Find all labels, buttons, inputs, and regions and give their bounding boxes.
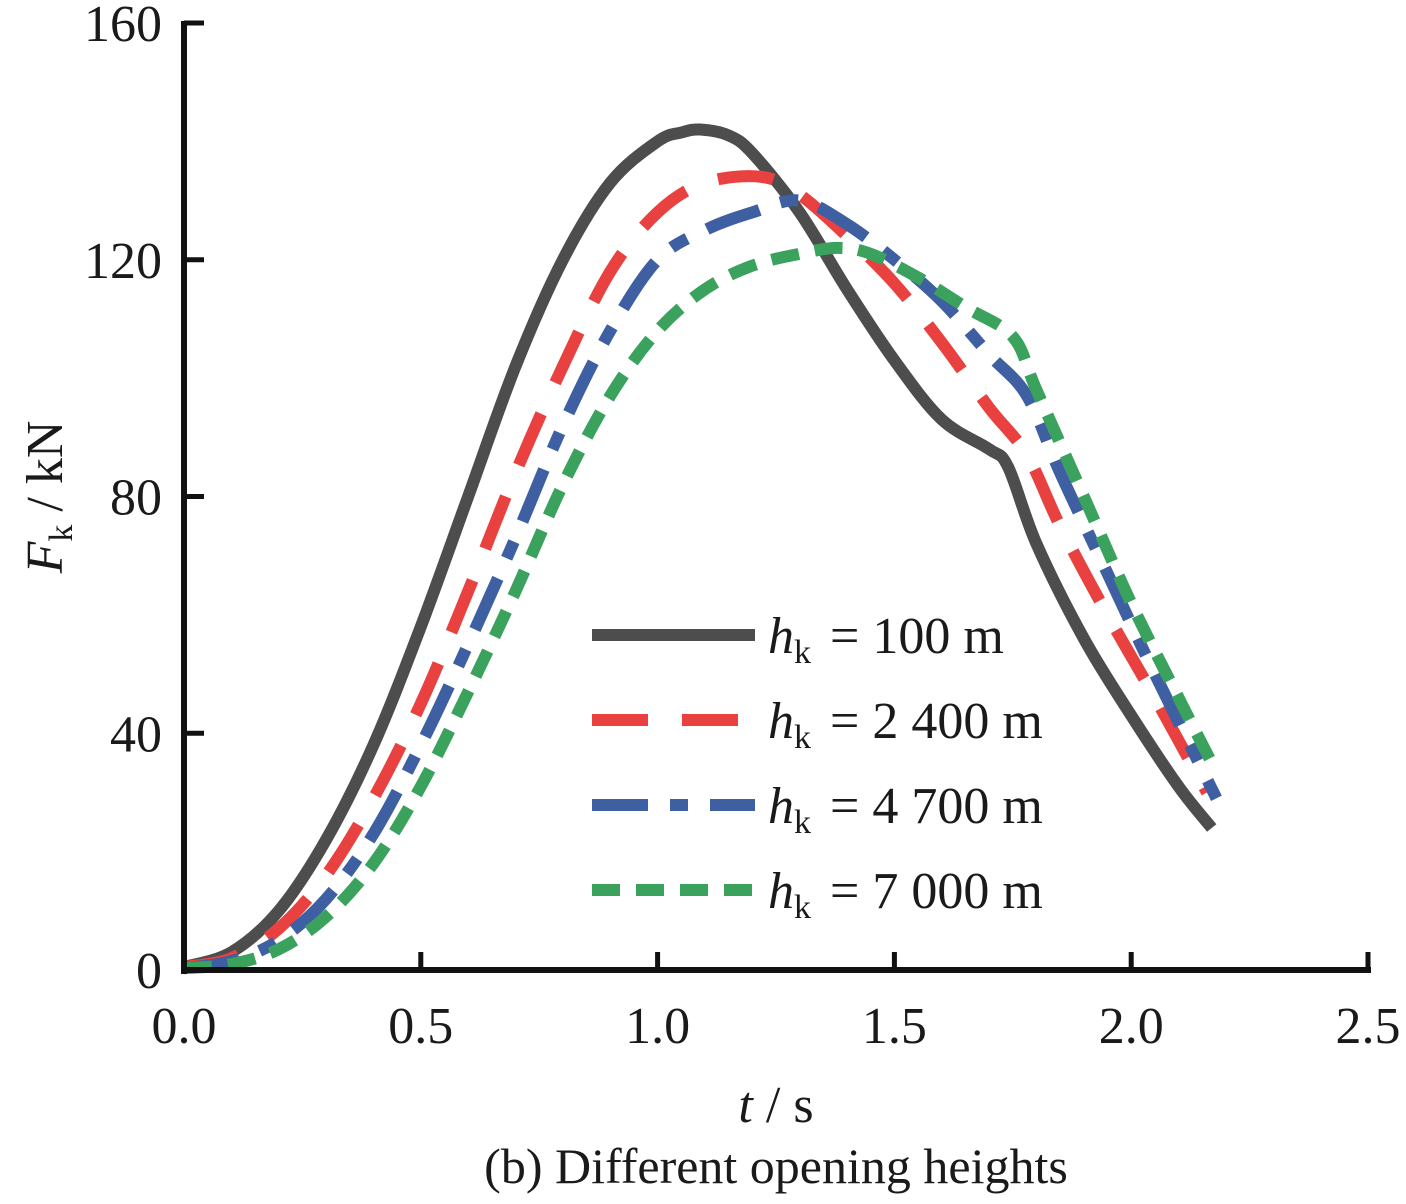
x-tick-label: 1.0 (625, 998, 690, 1055)
y-tick-label: 120 (84, 233, 162, 290)
series-layer (182, 123, 1222, 975)
y-axis-title: Fk / kN (17, 421, 80, 575)
y-axis-title-unit: / kN (17, 421, 74, 525)
legend-label-sub: k (794, 634, 811, 671)
legend-label-0: hk = 100 m (768, 608, 1004, 671)
y-tick-label: 160 (84, 0, 162, 53)
legend-label-sub: k (794, 804, 811, 841)
legend-label-var: h (768, 863, 794, 920)
legend-label-value: = 7 000 m (817, 863, 1043, 920)
legend-label-value: = 100 m (817, 608, 1004, 665)
series-line-1 (182, 170, 1213, 973)
legend-label-value: = 4 700 m (817, 778, 1043, 835)
legend-label-value: = 2 400 m (817, 693, 1043, 750)
series-line-2 (183, 194, 1222, 975)
legend-label-sub: k (794, 889, 811, 926)
x-tick-label: 0.0 (152, 998, 217, 1055)
legend-label-sub: k (794, 719, 811, 756)
legend-label-2: hk = 4 700 m (768, 778, 1043, 841)
x-axis-title-unit: / s (753, 1077, 814, 1134)
x-axis-title-var: t (738, 1077, 754, 1134)
series-line-3 (183, 241, 1218, 975)
legend: hk = 100 mhk = 2 400 mhk = 4 700 mhk = 7… (592, 608, 1043, 926)
legend-label-var: h (768, 693, 794, 750)
x-tick-label: 2.0 (1099, 998, 1164, 1055)
legend-label-1: hk = 2 400 m (768, 693, 1043, 756)
y-tick-label: 0 (136, 943, 162, 1000)
x-tick-label: 1.5 (862, 998, 927, 1055)
series-line-0 (182, 123, 1217, 973)
legend-label-var: h (768, 608, 794, 665)
legend-label-var: h (768, 778, 794, 835)
legend-label-3: hk = 7 000 m (768, 863, 1043, 926)
ticks: 0.0 0.5 1.0 1.5 2.0 2.5 0 40 80 120 160 (84, 0, 1401, 1055)
figure-caption: (b) Different opening heights (484, 1138, 1068, 1194)
y-tick-label: 40 (110, 706, 162, 763)
y-axis-title-sub: k (43, 525, 80, 542)
y-axis-title-var: F (17, 540, 74, 574)
x-tick-label: 2.5 (1336, 998, 1401, 1055)
x-tick-label: 0.5 (388, 998, 453, 1055)
svg-text:Fk / kN: Fk / kN (17, 421, 80, 575)
x-axis-title: t / s (738, 1077, 813, 1134)
y-tick-label: 80 (110, 470, 162, 527)
